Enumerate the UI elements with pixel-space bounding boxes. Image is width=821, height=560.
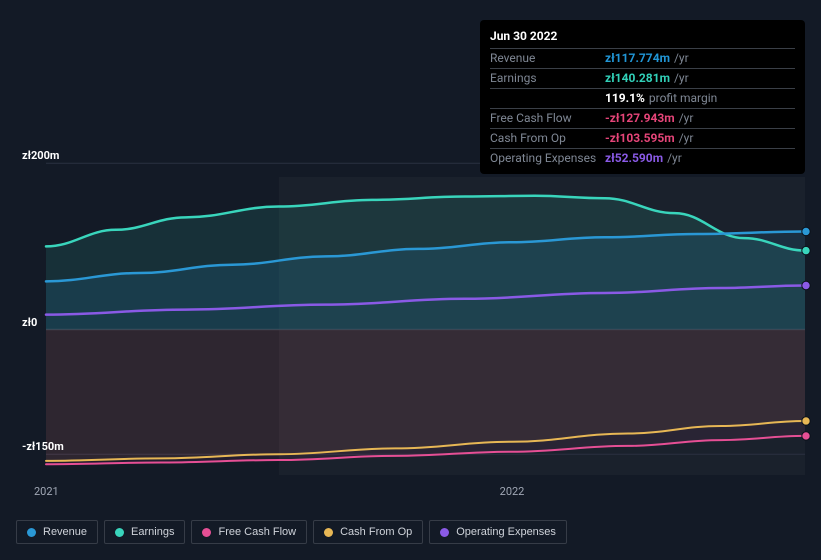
y-axis-label: -zł150m bbox=[22, 440, 64, 453]
tooltip-date: Jun 30 2022 bbox=[490, 28, 795, 45]
tooltip-row: Earningszł140.281m/yr bbox=[490, 68, 795, 88]
tooltip-unit: /yr bbox=[674, 50, 689, 67]
tooltip-value: zł140.281m bbox=[605, 70, 670, 87]
tooltip-key: Cash From Op bbox=[490, 130, 605, 147]
legend-item[interactable]: Earnings bbox=[104, 520, 185, 544]
financial-chart: zł200mzł0-zł150m20212022 bbox=[0, 155, 821, 515]
tooltip-value: -zł127.943m bbox=[605, 110, 675, 127]
tooltip-row: Revenuezł117.774m/yr bbox=[490, 48, 795, 68]
tooltip-key: Free Cash Flow bbox=[490, 110, 605, 127]
tooltip-unit: /yr bbox=[667, 150, 682, 167]
legend-item[interactable]: Revenue bbox=[16, 520, 98, 544]
legend-label: Earnings bbox=[131, 526, 174, 538]
tooltip-unit: /yr bbox=[679, 130, 694, 147]
legend-swatch bbox=[202, 528, 211, 537]
tooltip-unit: /yr bbox=[674, 70, 689, 87]
legend-label: Operating Expenses bbox=[456, 526, 556, 538]
tooltip-key: Operating Expenses bbox=[490, 150, 605, 167]
tooltip-card: Jun 30 2022 Revenuezł117.774m/yrEarnings… bbox=[480, 20, 805, 174]
x-axis-label: 2021 bbox=[34, 485, 59, 498]
tooltip-row: Operating Expenseszł52.590m/yr bbox=[490, 148, 795, 168]
legend-item[interactable]: Free Cash Flow bbox=[191, 520, 307, 544]
tooltip-value: zł117.774m bbox=[605, 50, 670, 67]
tooltip-row: Cash From Op-zł103.595m/yr bbox=[490, 128, 795, 148]
y-axis-label: zł200m bbox=[22, 149, 59, 162]
legend-swatch bbox=[27, 528, 36, 537]
tooltip-key: Earnings bbox=[490, 70, 605, 87]
legend-swatch bbox=[324, 528, 333, 537]
tooltip-key bbox=[490, 90, 605, 107]
legend-swatch bbox=[115, 528, 124, 537]
legend: Revenue Earnings Free Cash Flow Cash From O… bbox=[16, 520, 567, 544]
y-axis-label: zł0 bbox=[22, 316, 37, 329]
tooltip-value: -zł103.595m bbox=[605, 130, 675, 147]
tooltip-key: Revenue bbox=[490, 50, 605, 67]
chart-svg bbox=[0, 155, 821, 515]
tooltip-unit: /yr bbox=[679, 110, 694, 127]
tooltip-suffix: profit margin bbox=[649, 90, 717, 107]
tooltip-value: zł52.590m bbox=[605, 150, 663, 167]
legend-item[interactable]: Operating Expenses bbox=[429, 520, 567, 544]
x-axis-label: 2022 bbox=[500, 485, 525, 498]
tooltip-row: Free Cash Flow-zł127.943m/yr bbox=[490, 108, 795, 128]
tooltip-row: 119.1%profit margin bbox=[490, 88, 795, 108]
legend-label: Revenue bbox=[43, 526, 87, 538]
tooltip-value: 119.1% bbox=[605, 90, 645, 107]
legend-label: Free Cash Flow bbox=[218, 526, 296, 538]
legend-label: Cash From Op bbox=[340, 526, 412, 538]
legend-swatch bbox=[440, 528, 449, 537]
legend-item[interactable]: Cash From Op bbox=[313, 520, 423, 544]
